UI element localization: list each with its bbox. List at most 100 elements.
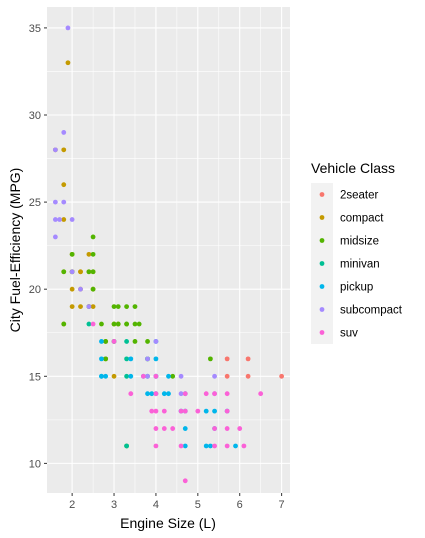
legend-title: Vehicle Class	[311, 160, 395, 176]
point-midsize	[145, 339, 150, 344]
point-pickup	[166, 391, 171, 397]
point-midsize	[61, 269, 67, 275]
point-suv	[153, 373, 159, 379]
point-midsize	[115, 321, 121, 327]
point-2seater	[224, 373, 230, 379]
point-subcompact	[78, 286, 83, 292]
x-axis-ticks: 2 3 4 5 6 7	[69, 493, 285, 511]
point-subcompact	[52, 234, 58, 240]
point-pickup	[166, 373, 171, 379]
point-pickup	[145, 391, 150, 397]
point-compact	[86, 251, 92, 257]
point-suv	[224, 443, 230, 449]
point-subcompact	[52, 199, 58, 205]
point-2seater	[224, 356, 230, 362]
legend-marker-compact	[319, 215, 325, 220]
point-pickup	[103, 373, 109, 379]
point-pickup	[161, 391, 167, 397]
point-subcompact	[69, 269, 75, 275]
point-compact	[61, 217, 67, 222]
point-midsize	[103, 339, 109, 344]
point-compact	[61, 147, 67, 153]
point-subcompact	[212, 373, 217, 379]
point-suv	[182, 408, 188, 414]
point-suv	[203, 391, 209, 397]
point-suv	[224, 391, 230, 397]
point-suv	[153, 443, 159, 449]
point-minivan	[124, 373, 130, 379]
legend-label-compact: compact	[340, 213, 384, 225]
point-pickup	[182, 426, 188, 431]
point-compact	[61, 182, 67, 188]
point-suv	[212, 391, 217, 397]
point-compact	[69, 286, 75, 292]
point-midsize	[99, 321, 104, 327]
legend-label-subcompact: subcompact	[340, 305, 403, 317]
point-midsize	[124, 321, 130, 327]
point-suv	[161, 426, 167, 431]
point-2seater	[245, 356, 251, 362]
point-midsize	[111, 321, 117, 327]
point-suv	[212, 426, 217, 431]
point-pickup	[212, 408, 217, 414]
point-suv	[128, 391, 134, 397]
point-subcompact	[178, 391, 184, 397]
point-subcompact	[145, 356, 150, 362]
legend-marker-subcompact	[319, 307, 325, 312]
point-pickup	[128, 373, 134, 379]
legend-items: 2seater compact midsize minivan pickup subcom…	[311, 183, 403, 344]
point-minivan	[124, 443, 130, 449]
point-suv	[90, 321, 96, 327]
point-subcompact	[65, 25, 71, 31]
point-pickup	[203, 408, 209, 414]
point-pickup	[207, 443, 213, 449]
point-pickup	[99, 373, 104, 379]
point-minivan	[86, 321, 92, 327]
point-compact	[69, 304, 75, 310]
legend-label-suv: suv	[340, 328, 358, 340]
point-pickup	[99, 339, 104, 344]
point-midsize	[115, 304, 121, 310]
legend-label-2seater: 2seater	[340, 190, 379, 202]
point-subcompact	[178, 373, 184, 379]
point-midsize	[132, 321, 138, 327]
x-tick-label: 3	[111, 499, 117, 511]
point-suv	[241, 443, 247, 449]
point-suv	[237, 426, 243, 431]
point-subcompact	[52, 217, 58, 222]
point-pickup	[99, 356, 104, 362]
point-compact	[90, 304, 96, 310]
point-suv	[111, 339, 117, 344]
point-midsize	[90, 269, 96, 275]
legend-label-pickup: pickup	[340, 282, 373, 294]
point-midsize	[90, 251, 96, 257]
point-2seater	[245, 373, 251, 379]
point-midsize	[69, 251, 75, 257]
x-axis-title: Engine Size (L)	[120, 515, 216, 531]
legend-marker-2seater	[319, 192, 325, 197]
x-tick-label: 2	[69, 499, 75, 511]
point-midsize	[132, 339, 138, 344]
legend: Vehicle Class 2seater compact midsize miniv…	[311, 160, 403, 344]
legend-marker-suv	[319, 330, 325, 335]
y-tick-label: 20	[29, 284, 41, 296]
point-subcompact	[145, 373, 150, 379]
point-pickup	[128, 356, 134, 362]
y-tick-label: 30	[29, 110, 41, 122]
point-compact	[78, 269, 83, 275]
y-tick-label: 15	[29, 371, 41, 383]
point-subcompact	[69, 217, 75, 222]
point-suv	[224, 426, 230, 431]
point-compact	[78, 304, 83, 310]
point-suv	[182, 478, 188, 484]
point-suv	[178, 408, 184, 414]
point-pickup	[182, 443, 188, 449]
plot-panel	[47, 7, 290, 493]
point-suv	[182, 391, 188, 397]
point-suv	[258, 391, 264, 397]
y-axis-ticks: 10 15 20 25 30 35	[29, 23, 47, 470]
point-suv	[170, 426, 176, 431]
point-suv	[224, 408, 230, 414]
point-suv	[178, 443, 184, 449]
point-midsize	[86, 269, 92, 275]
